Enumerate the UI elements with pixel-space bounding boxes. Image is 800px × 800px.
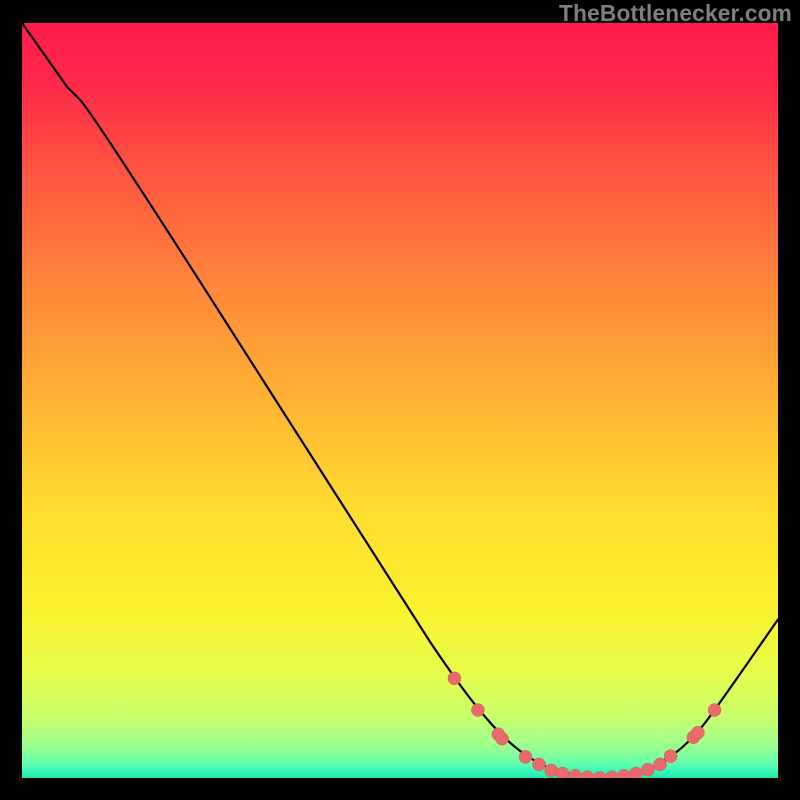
stage: TheBottlenecker.com bbox=[0, 0, 800, 800]
marker-dot bbox=[545, 764, 558, 777]
marker-dot bbox=[654, 758, 667, 771]
marker-dot bbox=[641, 763, 654, 776]
marker-dot bbox=[471, 704, 484, 717]
watermark-text: TheBottlenecker.com bbox=[559, 0, 792, 27]
marker-dot bbox=[691, 726, 704, 739]
marker-dot bbox=[569, 769, 582, 782]
marker-dot bbox=[593, 772, 606, 785]
marker-dot bbox=[448, 672, 461, 685]
marker-dot bbox=[629, 767, 642, 780]
marker-dot bbox=[708, 704, 721, 717]
marker-dot bbox=[519, 750, 532, 763]
marker-dot bbox=[556, 767, 569, 780]
marker-dot bbox=[496, 732, 509, 745]
gradient-background bbox=[22, 23, 778, 778]
marker-dot bbox=[533, 758, 546, 771]
chart-svg bbox=[0, 0, 800, 800]
marker-dot bbox=[664, 750, 677, 763]
marker-dot bbox=[581, 771, 594, 784]
marker-dot bbox=[605, 771, 618, 784]
marker-dot bbox=[617, 769, 630, 782]
